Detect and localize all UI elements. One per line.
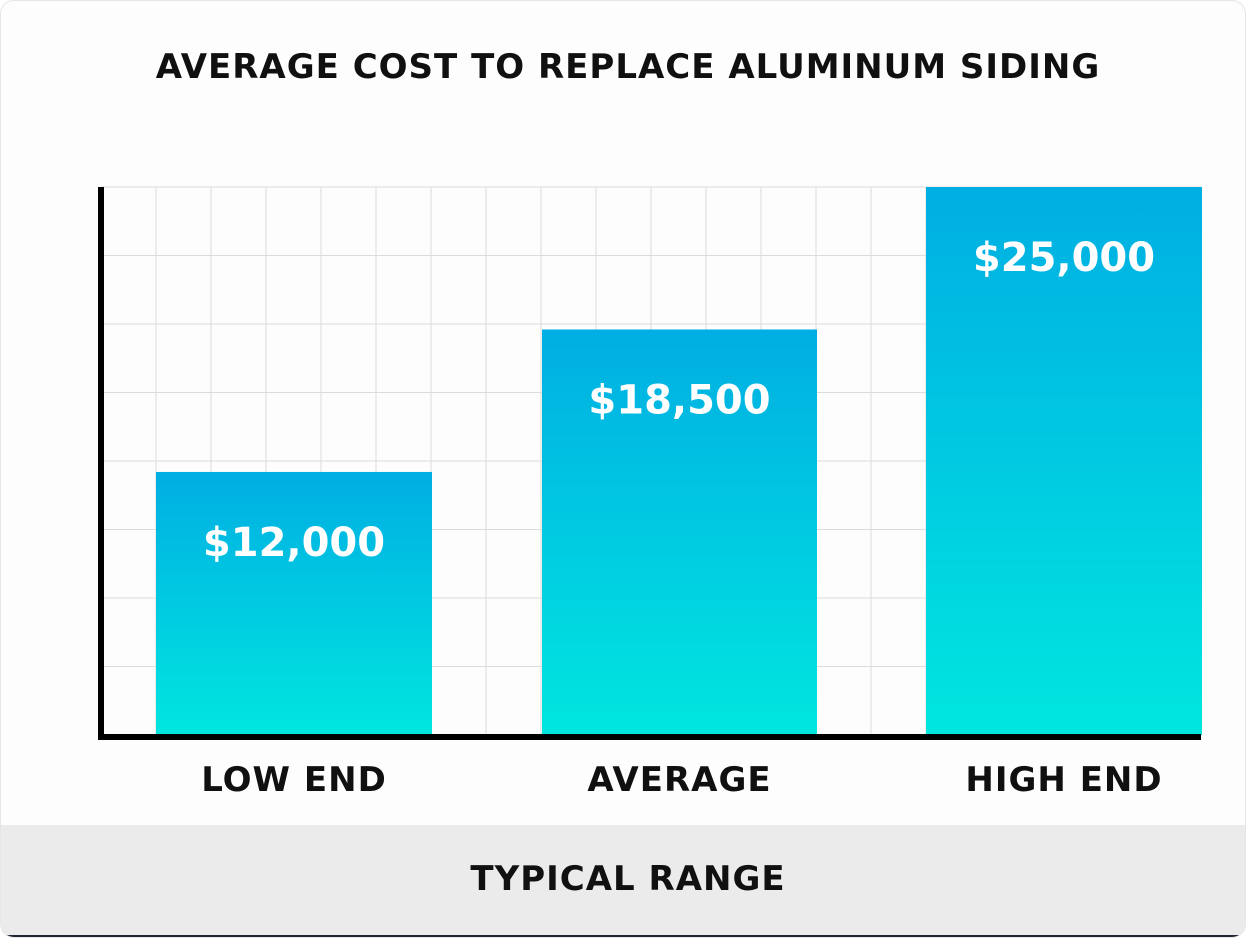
category-label: HIGH END	[965, 760, 1162, 800]
x-axis-label: TYPICAL RANGE	[470, 859, 786, 899]
category-label: LOW END	[201, 760, 387, 800]
labels: $12,000 LOW END $18,500 AVERAGE $25,000 HIGH …	[201, 235, 1162, 800]
bar-value-label: $18,500	[588, 377, 770, 423]
chart-title: AVERAGE COST TO REPLACE ALUMINUM SIDING	[155, 47, 1101, 87]
x-axis-footer: TYPICAL RANGE	[1, 825, 1245, 935]
bar-value-label: $12,000	[203, 520, 385, 566]
bottom-border	[1, 935, 1245, 937]
bar-high-end	[926, 187, 1202, 735]
category-label: AVERAGE	[587, 760, 771, 800]
bar-average	[542, 329, 817, 735]
bars	[156, 187, 1202, 735]
bar-value-label: $25,000	[973, 235, 1155, 281]
bar-chart: $12,000 LOW END $18,500 AVERAGE $25,000 HIGH …	[98, 186, 1202, 800]
axes	[98, 187, 1201, 740]
bar-low-end	[156, 471, 432, 735]
